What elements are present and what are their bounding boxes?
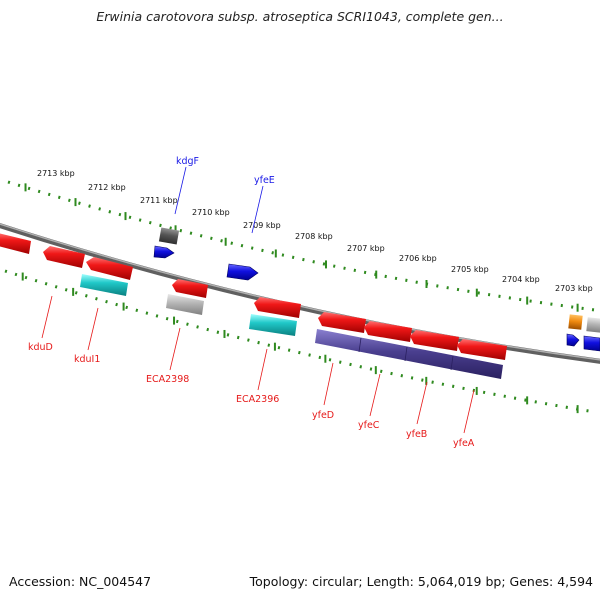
label-kduD[interactable]: kduD (28, 342, 53, 353)
feature-gray-edge[interactable] (586, 317, 600, 333)
gene-kdgF[interactable] (153, 245, 175, 259)
leader-kduD (41, 295, 53, 339)
scale-label-2711: 2711 kbp (140, 196, 178, 205)
operon-divider-1 (358, 337, 362, 353)
gene-labels: kdgF yfeE kduD kduI1 ECA2398 ECA2396 yfe… (28, 156, 475, 449)
secondary-features (80, 274, 503, 379)
scale-label-2710: 2710 kbp (192, 208, 230, 217)
scale-label-2704: 2704 kbp (502, 275, 540, 284)
leader-yfeB (416, 381, 428, 425)
scale-labels: 2713 kbp 2712 kbp 2711 kbp 2710 kbp 2709… (37, 169, 593, 293)
leader-yfeC (369, 373, 381, 417)
gene-ECA2398[interactable] (172, 279, 208, 298)
feature-orange[interactable] (568, 314, 583, 330)
gene-yfeD[interactable] (318, 312, 366, 333)
genome-title: Erwinia carotovora subsp. atroseptica SC… (96, 9, 504, 24)
gene-yfeC[interactable] (364, 321, 412, 342)
scale-label-2706: 2706 kbp (399, 254, 437, 263)
scale-label-2708: 2708 kbp (295, 232, 333, 241)
operon-divider-3 (450, 355, 454, 371)
label-yfeB[interactable]: yfeB (406, 429, 427, 440)
gene-reverse-left-edge[interactable] (0, 233, 31, 254)
label-yfeE[interactable]: yfeE (254, 175, 275, 186)
leader-ECA2398 (169, 327, 181, 371)
scale-ticks-outer (7, 180, 596, 312)
feature-dark-kdgF[interactable] (158, 227, 180, 245)
gene-kduD[interactable] (43, 246, 85, 268)
scale-ticks-inner (4, 269, 596, 414)
scale-label-2705: 2705 kbp (451, 265, 489, 274)
gene-yfeB[interactable] (410, 330, 459, 351)
scale-label-2709: 2709 kbp (243, 221, 281, 230)
leader-ECA2396 (257, 348, 268, 391)
forward-strand-features (153, 227, 600, 352)
label-ECA2398[interactable]: ECA2398 (146, 374, 189, 385)
leader-lines (41, 166, 475, 434)
scale-label-2703: 2703 kbp (555, 284, 593, 293)
feature-cyan-kduI1[interactable] (80, 274, 128, 296)
operon-divider-2 (404, 346, 408, 362)
leader-yfeA (463, 389, 475, 434)
gene-ECA2396[interactable] (254, 297, 301, 318)
label-kdgF[interactable]: kdgF (176, 156, 199, 167)
genome-summary: Topology: circular; Length: 5,064,019 bp… (249, 574, 593, 589)
operon-yfe[interactable] (315, 329, 503, 379)
gene-forward-edge-2[interactable] (583, 335, 600, 352)
feature-cyan-ECA2396[interactable] (249, 314, 297, 336)
major-ticks (21, 183, 579, 414)
feature-gray-ECA2398[interactable] (166, 294, 204, 315)
scale-label-2713: 2713 kbp (37, 169, 75, 178)
gene-yfeE[interactable] (226, 263, 259, 281)
gene-kduI1[interactable] (86, 257, 133, 280)
leader-yfeD (323, 362, 334, 406)
label-kduI1[interactable]: kduI1 (74, 354, 100, 365)
leader-kduI1 (87, 307, 99, 351)
scale-label-2712: 2712 kbp (88, 183, 126, 192)
label-yfeC[interactable]: yfeC (358, 420, 380, 431)
label-yfeA[interactable]: yfeA (453, 438, 475, 449)
gene-forward-edge-1[interactable] (566, 333, 580, 347)
label-yfeD[interactable]: yfeD (312, 410, 334, 421)
leader-yfeE (251, 185, 264, 234)
scale-label-2707: 2707 kbp (347, 244, 385, 253)
genome-backbone-highlight (0, 223, 600, 361)
leader-kdgF (174, 166, 187, 215)
label-ECA2396[interactable]: ECA2396 (236, 394, 279, 405)
accession-label: Accession: NC_004547 (9, 574, 152, 589)
gene-yfeA[interactable] (457, 339, 507, 360)
reverse-strand-features (0, 233, 507, 360)
